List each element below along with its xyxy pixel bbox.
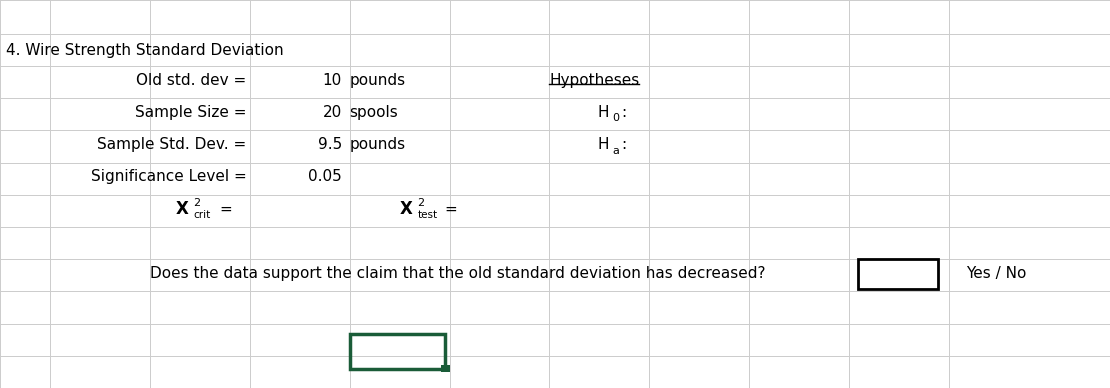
Text: 0: 0 — [613, 113, 619, 123]
Bar — [350, 334, 445, 369]
Text: 4. Wire Strength Standard Deviation: 4. Wire Strength Standard Deviation — [6, 43, 283, 58]
Text: =: = — [444, 202, 456, 217]
Text: test: test — [417, 210, 437, 220]
Text: a: a — [613, 146, 619, 156]
Text: Sample Size =: Sample Size = — [135, 105, 246, 120]
Text: 2: 2 — [193, 198, 200, 208]
Text: 0.05: 0.05 — [309, 170, 342, 184]
Text: X: X — [400, 200, 413, 218]
Text: =: = — [220, 202, 232, 217]
Text: pounds: pounds — [350, 137, 406, 152]
Text: H: H — [597, 137, 608, 152]
Text: spools: spools — [350, 105, 398, 120]
Text: Yes / No: Yes / No — [966, 266, 1026, 281]
Text: 10: 10 — [323, 73, 342, 88]
Text: Hypotheses: Hypotheses — [549, 73, 639, 88]
Text: X: X — [175, 200, 189, 218]
Text: Does the data support the claim that the old standard deviation has decreased?: Does the data support the claim that the… — [150, 266, 766, 281]
Text: pounds: pounds — [350, 73, 406, 88]
Text: :: : — [622, 137, 627, 152]
Text: Sample Std. Dev. =: Sample Std. Dev. = — [98, 137, 246, 152]
Text: Significance Level =: Significance Level = — [91, 170, 246, 184]
Text: crit: crit — [193, 210, 211, 220]
Text: 9.5: 9.5 — [317, 137, 342, 152]
Bar — [858, 259, 938, 289]
Text: 20: 20 — [323, 105, 342, 120]
Text: H: H — [597, 105, 608, 120]
Text: 2: 2 — [417, 198, 424, 208]
Text: :: : — [622, 105, 627, 120]
Bar — [441, 365, 450, 372]
Text: Old std. dev =: Old std. dev = — [137, 73, 246, 88]
